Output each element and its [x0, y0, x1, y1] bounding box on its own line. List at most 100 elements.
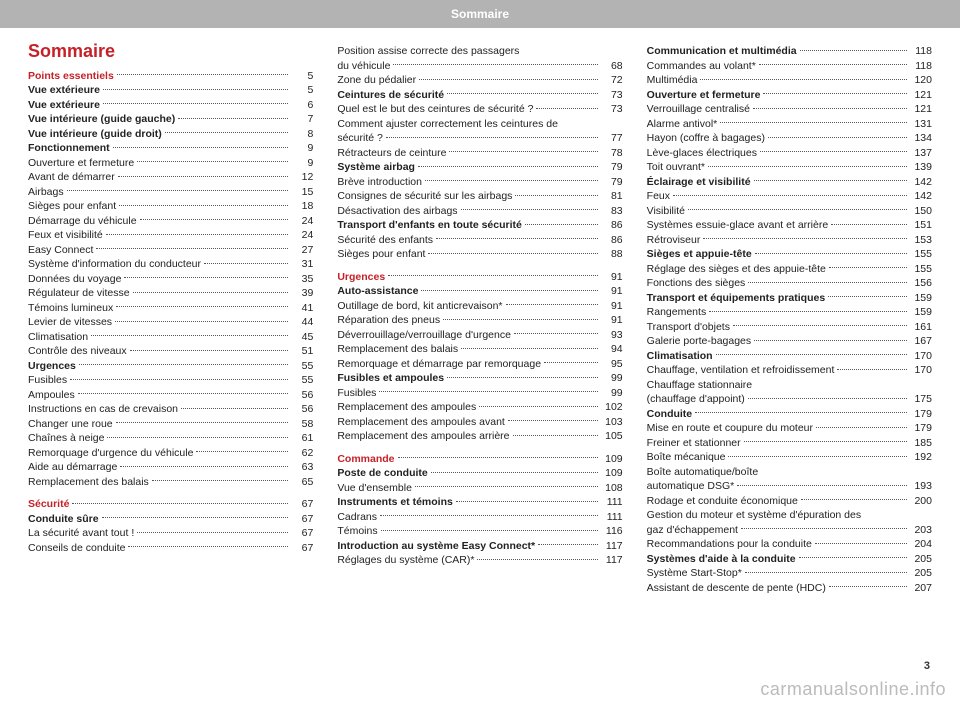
toc-label: Quel est le but des ceintures de sécurit… [337, 102, 533, 117]
toc-page: 109 [601, 452, 623, 467]
toc-label: Conduite sûre [28, 512, 99, 527]
toc-row: Rangements159 [647, 305, 932, 320]
toc-page: 91 [601, 313, 623, 328]
toc-page: 91 [601, 284, 623, 299]
toc-label: Système d'information du conducteur [28, 257, 201, 272]
toc-row: Instructions en cas de crevaison56 [28, 402, 313, 417]
toc-label: Désactivation des airbags [337, 204, 457, 219]
toc-dots [165, 132, 289, 133]
toc-dots [744, 441, 907, 442]
toc-label: Démarrage du véhicule [28, 214, 137, 229]
toc-row: La sécurité avant tout !67 [28, 526, 313, 541]
toc-dots [115, 321, 288, 322]
toc-label: automatique DSG* [647, 479, 735, 494]
toc-row: Levier de vitesses44 [28, 315, 313, 330]
toc-label: Systèmes d'aide à la conduite [647, 552, 796, 567]
toc-label: Réparation des pneus [337, 313, 440, 328]
toc-page: 35 [291, 272, 313, 287]
toc-label: Remplacement des ampoules arrière [337, 429, 509, 444]
toc-label: Déverrouillage/verrouillage d'urgence [337, 328, 511, 343]
toc-row: Position assise correcte des passagersdu… [337, 44, 622, 73]
toc-page: 9 [291, 156, 313, 171]
toc-row: Freiner et stationner185 [647, 436, 932, 451]
toc-page: 55 [291, 373, 313, 388]
toc-page: 68 [601, 59, 623, 74]
toc-row: Rétroviseur153 [647, 233, 932, 248]
toc-row: Vue extérieure6 [28, 98, 313, 113]
toc-dots [703, 238, 907, 239]
toc-dots [837, 369, 907, 370]
toc-label: Rétracteurs de ceinture [337, 146, 446, 161]
toc-dots [447, 377, 598, 378]
toc-dots [72, 503, 288, 504]
toc-label: Fusibles et ampoules [337, 371, 444, 386]
toc-label: sécurité ? [337, 131, 383, 146]
toc-dots [700, 79, 907, 80]
toc-row: Vue d'ensemble108 [337, 481, 622, 496]
toc-dots [513, 435, 598, 436]
toc-page: 170 [910, 349, 932, 364]
toc-row: Commandes au volant*118 [647, 59, 932, 74]
toc-page: 62 [291, 446, 313, 461]
toc-row: Galerie porte-bagages167 [647, 334, 932, 349]
toc-label: (chauffage d'appoint) [647, 392, 745, 407]
toc-page: 86 [601, 218, 623, 233]
toc-row: Recommandations pour la conduite204 [647, 537, 932, 552]
toc-page: 137 [910, 146, 932, 161]
toc-page: 151 [910, 218, 932, 233]
toc-label: Sièges et appuie-tête [647, 247, 752, 262]
toc-page: 41 [291, 301, 313, 316]
toc-row: Sièges pour enfant88 [337, 247, 622, 262]
toc-label: gaz d'échappement [647, 523, 738, 538]
toc-page: 142 [910, 189, 932, 204]
toc-row: Ampoules56 [28, 388, 313, 403]
toc-dots [178, 118, 288, 119]
toc-page: 27 [291, 243, 313, 258]
toc-dots [79, 364, 288, 365]
toc-page: 156 [910, 276, 932, 291]
toc-row: Comment ajuster correctement les ceintur… [337, 117, 622, 146]
toc-row: Consignes de sécurité sur les airbags81 [337, 189, 622, 204]
toc-label: Introduction au système Easy Connect* [337, 539, 535, 554]
toc-page: 175 [910, 392, 932, 407]
toc-dots [799, 557, 907, 558]
toc-label: Commandes au volant* [647, 59, 756, 74]
toc-dots [816, 427, 907, 428]
header-title: Sommaire [451, 7, 509, 21]
toc-page: 139 [910, 160, 932, 175]
toc-dots [506, 304, 598, 305]
toc-dots [461, 348, 598, 349]
toc-label: Galerie porte-bagages [647, 334, 751, 349]
toc-dots [755, 253, 907, 254]
toc-row: Remplacement des balais94 [337, 342, 622, 357]
toc-dots [443, 319, 598, 320]
toc-dots [415, 486, 598, 487]
toc-dots [759, 64, 907, 65]
toc-page: 94 [601, 342, 623, 357]
toc-dots [152, 480, 289, 481]
toc-page: 102 [601, 400, 623, 415]
toc-page: 67 [291, 512, 313, 527]
toc-label: Remorquage d'urgence du véhicule [28, 446, 193, 461]
toc-row: Réglages du système (CAR)*117 [337, 553, 622, 568]
toc-dots [477, 559, 597, 560]
toc-label: Régulateur de vitesse [28, 286, 130, 301]
toc-dots [393, 64, 597, 65]
toc-row: Réglage des sièges et des appuie-tête155 [647, 262, 932, 277]
toc-row: Remplacement des ampoules102 [337, 400, 622, 415]
toc-dots [103, 103, 288, 104]
toc-label: Brève introduction [337, 175, 422, 190]
toc-row: Communication et multimédia118 [647, 44, 932, 59]
toc-dots [140, 219, 289, 220]
toc-page: 179 [910, 421, 932, 436]
toc-label: Feux [647, 189, 670, 204]
toc-row: Remorquage et démarrage par remorquage95 [337, 357, 622, 372]
toc-row: Mise en route et coupure du moteur179 [647, 421, 932, 436]
toc-row: Climatisation45 [28, 330, 313, 345]
toc-dots [67, 190, 289, 191]
toc-label: Communication et multimédia [647, 44, 797, 59]
toc-dots [737, 485, 907, 486]
toc-page: 161 [910, 320, 932, 335]
toc-row: Brève introduction79 [337, 175, 622, 190]
toc-row: Remplacement des ampoules arrière105 [337, 429, 622, 444]
